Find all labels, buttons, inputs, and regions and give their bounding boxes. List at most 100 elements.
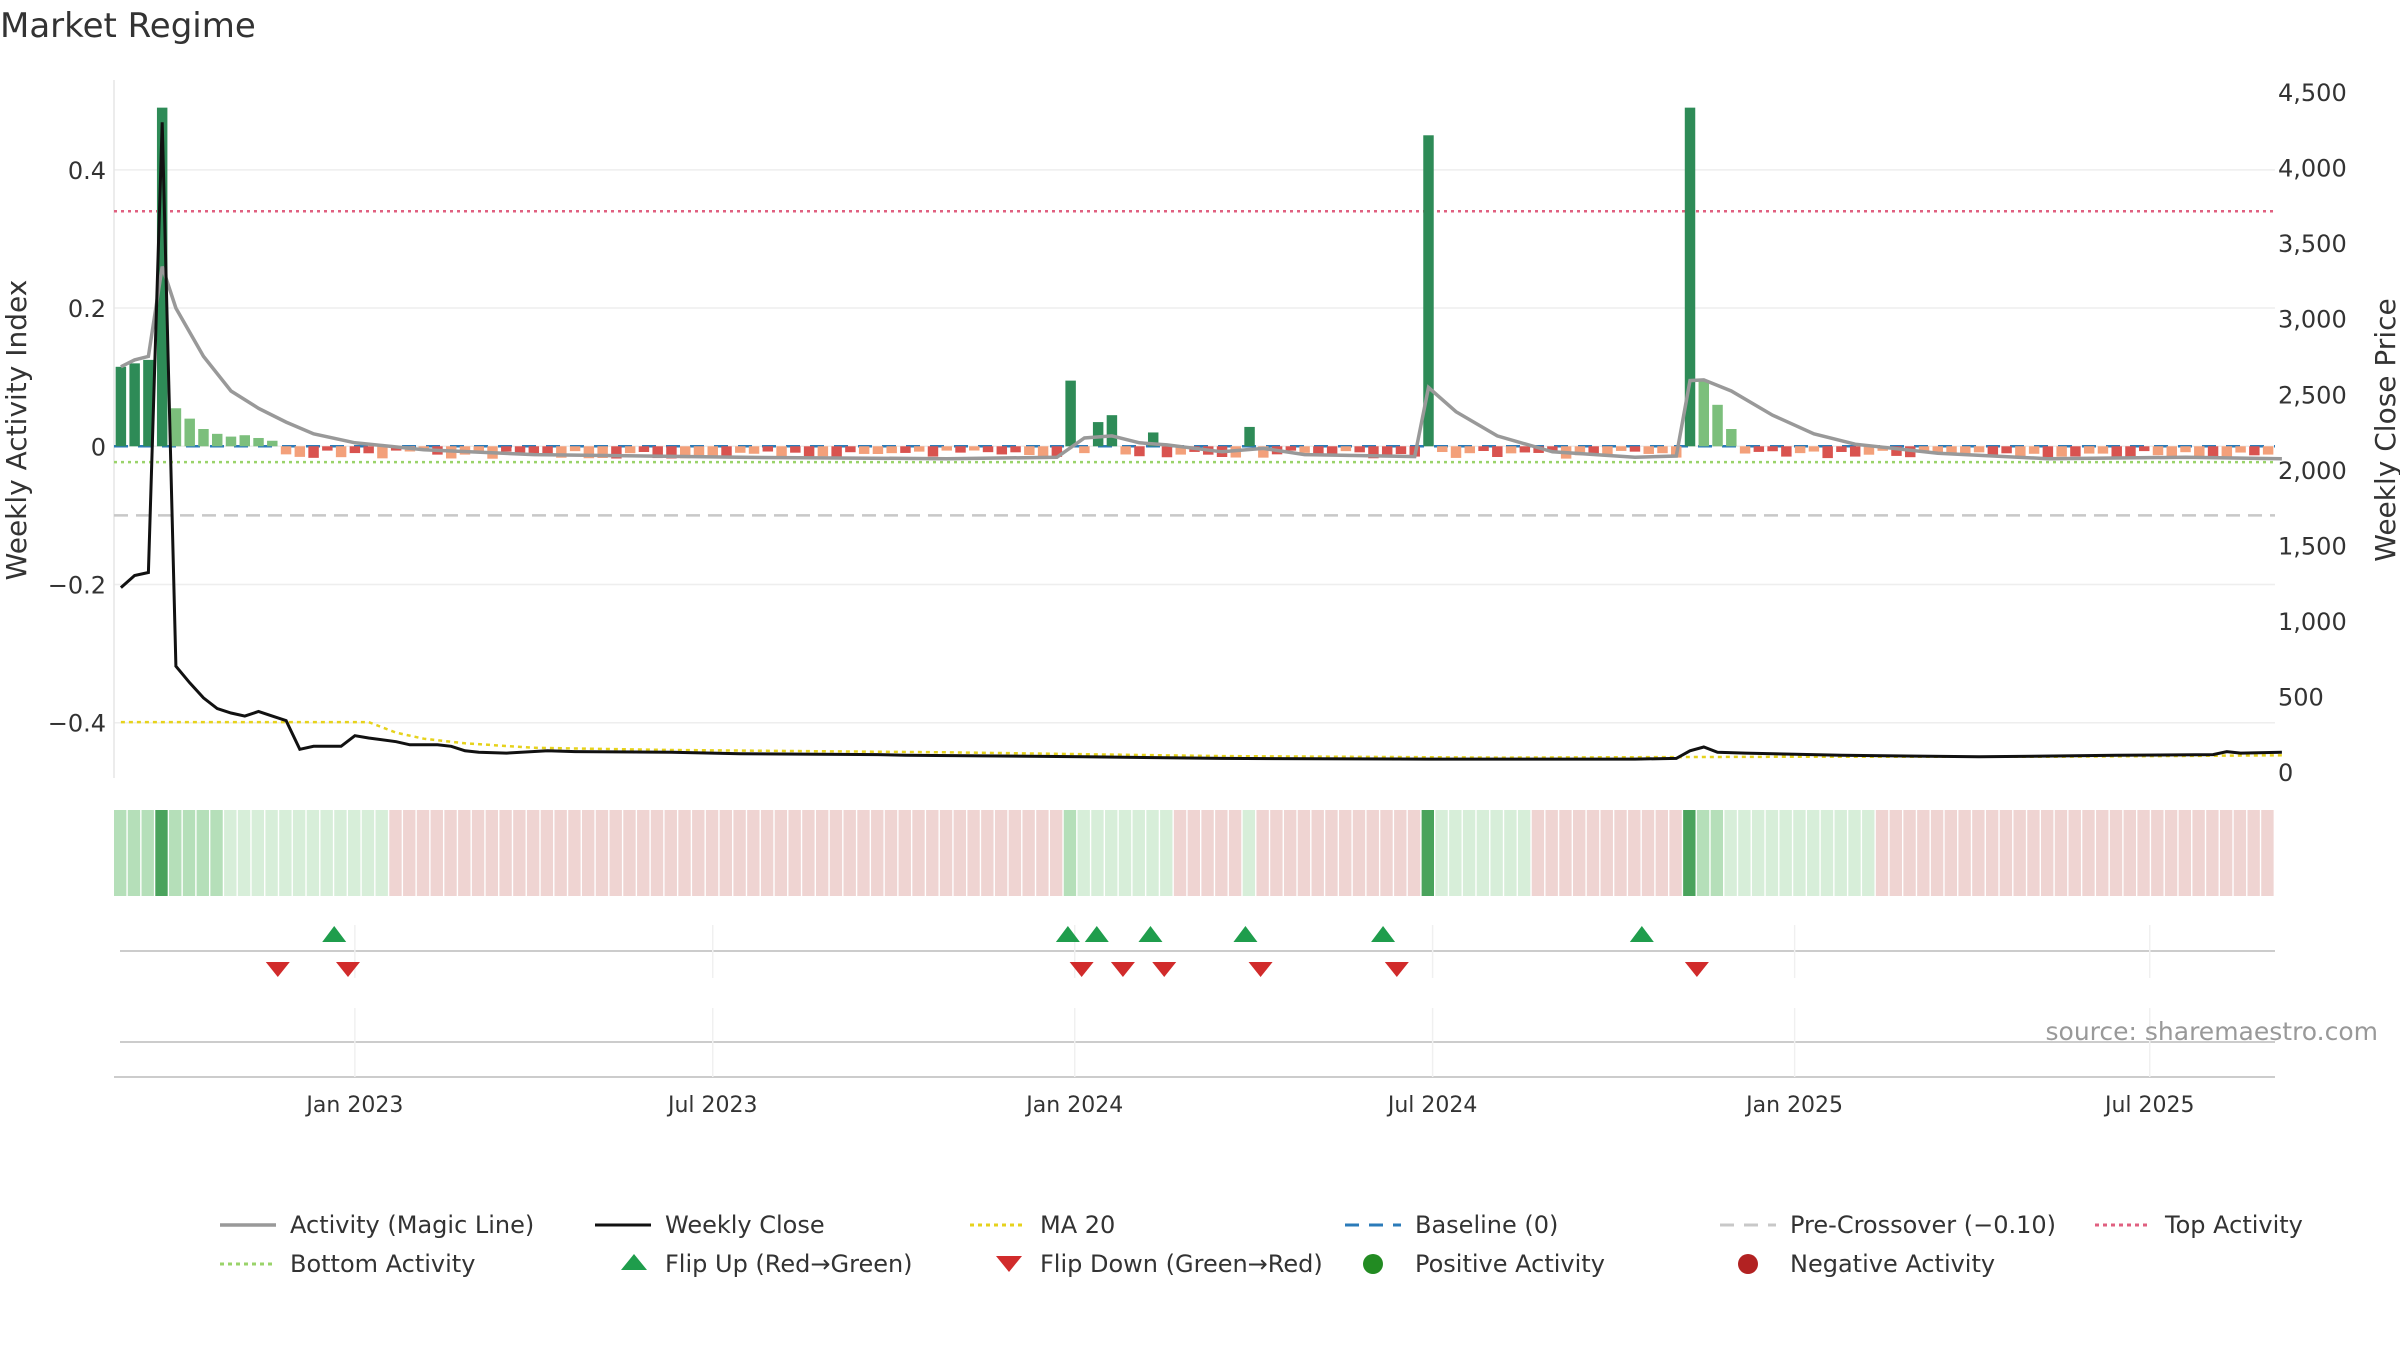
negative-activity-bar [2262, 446, 2274, 455]
negative-activity-bar [1051, 446, 1063, 457]
regime-band-cell [1834, 810, 1847, 896]
y-axis-title: Weekly Activity Index [0, 280, 33, 581]
regime-band-cell [1173, 810, 1187, 896]
regime-band-cell [1421, 810, 1434, 896]
regime-band-cell [1930, 810, 1944, 896]
negative-activity-bar [1588, 446, 1599, 455]
legend-item-pre: Pre-Crossover (−0.10) [1720, 1211, 2056, 1239]
legend-label: Baseline (0) [1415, 1211, 1558, 1239]
negative-activity-bar [1024, 446, 1035, 456]
legend-label: Pre-Crossover (−0.10) [1790, 1211, 2056, 1239]
legend-label: Positive Activity [1415, 1250, 1605, 1278]
regime-band-cell [2027, 810, 2040, 896]
regime-band-cell [1655, 810, 1668, 896]
regime-band-cell [1793, 810, 1806, 896]
regime-band-cell [430, 810, 443, 896]
regime-band-cell [251, 810, 265, 896]
positive-activity-bar [1712, 404, 1723, 447]
negative-activity-bar [900, 446, 911, 453]
negative-activity-bar [776, 446, 787, 459]
positive-activity-bar [198, 429, 209, 447]
x-tick-label: Jan 2025 [1744, 1093, 1843, 1118]
negative-activity-bar [363, 446, 374, 454]
regime-band-cell [2261, 810, 2274, 896]
negative-activity-bar [624, 446, 636, 454]
legend-item-neg: Negative Activity [1738, 1250, 1995, 1278]
negative-activity-bar [790, 446, 801, 453]
y2-tick-label: 0 [2278, 759, 2293, 787]
weekly-close-line [119, 122, 2282, 761]
legend-item-magic: Activity (Magic Line) [220, 1211, 534, 1239]
legend-label: Weekly Close [665, 1211, 825, 1239]
legend-label: Activity (Magic Line) [290, 1211, 534, 1239]
negative-activity-bar [1381, 446, 1393, 456]
negative-activity-bar [2249, 446, 2260, 456]
regime-band-cell [650, 810, 664, 896]
regime-band-cell [678, 810, 691, 896]
regime-band-cell [1669, 810, 1682, 896]
negative-activity-bar [1629, 446, 1641, 452]
regime-band-cell [1710, 810, 1724, 896]
legend-item-flipup: Flip Up (Red→Green) [621, 1250, 913, 1278]
negative-activity-bar [1519, 446, 1531, 453]
negative-activity-bar [1464, 446, 1476, 454]
positive-activity-bar [184, 418, 195, 447]
negative-activity-bar [569, 446, 581, 452]
negative-activity-bar [542, 446, 553, 455]
negative-activity-bar [1134, 446, 1145, 457]
regime-band-cell [114, 810, 127, 896]
negative-activity-bar [693, 446, 705, 456]
negative-activity-bar [845, 446, 856, 453]
regime-band-cell [141, 810, 154, 896]
y-tick-label: 0 [91, 433, 106, 461]
regime-band-cell [747, 810, 760, 896]
regime-band-cell [224, 810, 237, 896]
regime-band-cell [1077, 810, 1090, 896]
regime-band-cell [1848, 810, 1861, 896]
regime-band-cell [1449, 810, 1462, 896]
regime-band-cell [554, 810, 567, 896]
regime-band-cell [1325, 810, 1338, 896]
negative-activity-bar [1437, 446, 1448, 453]
negative-activity-bar [2125, 446, 2136, 459]
regime-band-cell [444, 810, 457, 896]
flip-down-marker [1110, 962, 1135, 977]
negative-activity-bar [1395, 446, 1407, 455]
regime-band-cell [155, 810, 168, 896]
negative-activity-bar [280, 446, 292, 455]
regime-band-cell [692, 810, 705, 896]
regime-band-cell [1476, 810, 1490, 896]
regime-band-cell [2041, 810, 2054, 896]
legend-flip-down-swatch [996, 1256, 1022, 1272]
regime-band-cell [595, 810, 609, 896]
negative-activity-bar [1354, 446, 1365, 453]
regime-band-cell [1531, 810, 1545, 896]
regime-band-cell [1256, 810, 1269, 896]
regime-band-cell [1600, 810, 1613, 896]
negative-activity-bar [1753, 446, 1765, 452]
flip-down-marker [1152, 962, 1177, 977]
negative-activity-bar [1258, 446, 1269, 458]
negative-activity-bar [2207, 446, 2219, 459]
negative-activity-bar [886, 446, 897, 454]
regime-band-cell [1339, 810, 1352, 896]
negative-activity-bar [1492, 446, 1503, 457]
regime-band-cell [2151, 810, 2164, 896]
y2-tick-labels: 0 500 1,000 1,500 2,000 2,500 3,000 3,500 4,000 4… [2278, 79, 2347, 787]
negative-activity-bar [1781, 446, 1792, 457]
negative-activity-bar [1891, 446, 1902, 456]
regime-band-cell [1985, 810, 1999, 896]
flip-down-marker [335, 962, 360, 977]
regime-band-cell [760, 810, 774, 896]
negative-activity-bar [377, 446, 388, 459]
flip-up-marker [1138, 926, 1163, 942]
x-tick-label: Jan 2023 [304, 1093, 403, 1118]
y2-tick-label: 500 [2278, 683, 2324, 711]
regime-band-cell [1105, 810, 1118, 896]
positive-activity-bar [115, 366, 127, 447]
positive-activity-bar [1726, 429, 1737, 447]
negative-activity-bar [2221, 446, 2233, 457]
regime-band-cell [1435, 810, 1448, 896]
negative-activity-bar [638, 446, 650, 453]
negative-activity-bar [1285, 446, 1297, 451]
